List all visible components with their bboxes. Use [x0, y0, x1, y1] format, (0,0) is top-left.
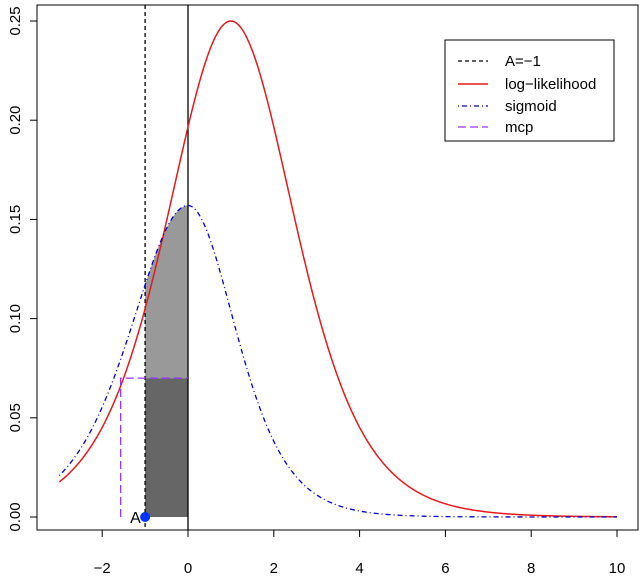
legend-label-sigmoid: sigmoid [505, 98, 557, 115]
x-tick-label: 4 [355, 560, 363, 577]
y-tick-label: 0.15 [7, 205, 24, 234]
series-sigmoid-line [58, 204, 617, 518]
legend: A=−1 log−likelihood sigmoid mcp [444, 39, 615, 142]
point-a-marker [140, 512, 151, 522]
legend-label-log-likelihood: log−likelihood [505, 76, 596, 93]
point-layer: A [130, 510, 151, 527]
legend-box [444, 39, 615, 142]
series-log-likelihood-line [58, 20, 618, 518]
y-tick-label: 0.10 [7, 304, 24, 333]
x-tick-label: 2 [270, 560, 278, 577]
y-tick-label: 0.20 [7, 106, 24, 135]
axes: −2 0 2 4 6 8 10 0.00 0.05 0.10 0.15 0.20 0.25 [7, 4, 639, 577]
x-tick-label: 10 [609, 560, 626, 577]
y-tick-label: 0.00 [7, 502, 24, 531]
shaded-area-layer [145, 205, 188, 517]
shaded-region-lower [145, 378, 188, 517]
y-tick-label: 0.05 [7, 403, 24, 432]
shaded-region-upper [145, 205, 188, 379]
x-tick-label: 0 [184, 560, 192, 577]
y-tick-label: 0.25 [7, 6, 24, 35]
mcp-line [119, 377, 188, 517]
point-a-label: A [130, 510, 141, 527]
legend-label-a-minus-1: A=−1 [505, 53, 541, 70]
legend-label-mcp: mcp [505, 119, 533, 136]
x-tick-label: −2 [94, 560, 111, 577]
x-tick-label: 8 [527, 560, 535, 577]
plot-frame [36, 4, 639, 531]
x-tick-label: 6 [441, 560, 449, 577]
series-layer [58, 5, 618, 530]
